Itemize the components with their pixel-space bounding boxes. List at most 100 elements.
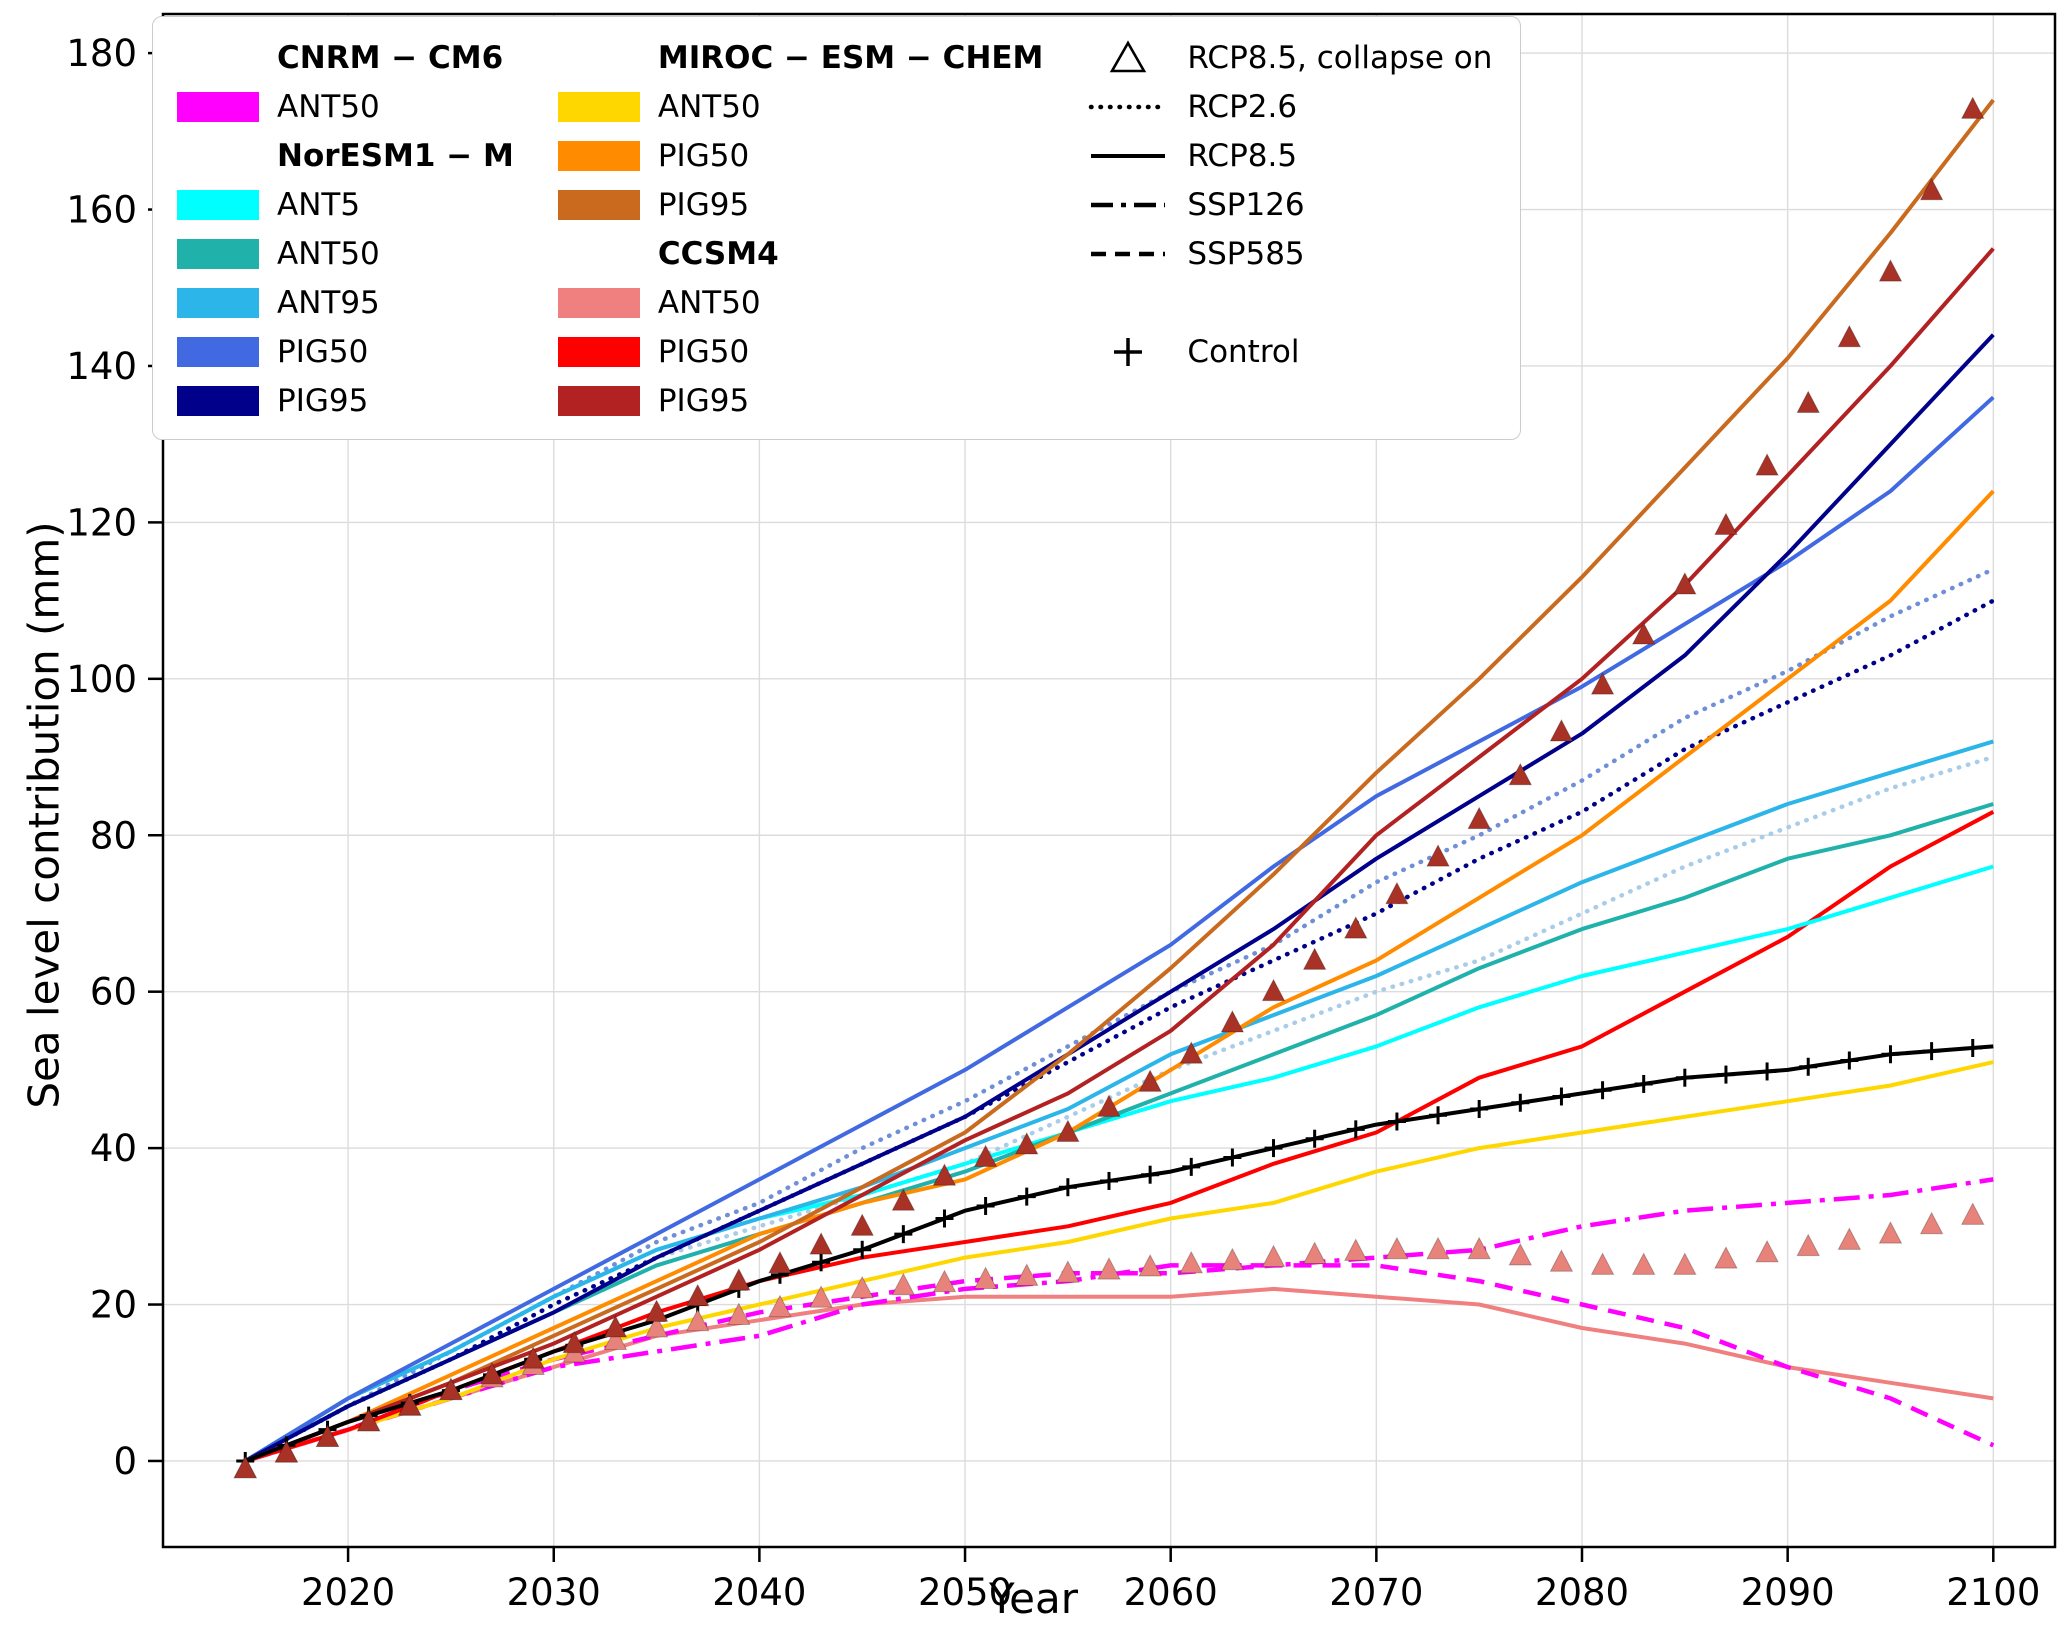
legend-entry-label: ANT50 xyxy=(277,88,380,125)
series-line xyxy=(244,739,1994,1463)
legend-entry-label: SSP585 xyxy=(1187,235,1305,272)
legend-color-swatch xyxy=(557,336,640,367)
triangle-marker xyxy=(1014,1131,1039,1155)
legend-group-header: NorESM1 − M xyxy=(277,137,514,174)
plot-border xyxy=(161,12,2057,1549)
triangle-marker xyxy=(1385,1236,1409,1260)
triangle-marker xyxy=(809,1285,833,1308)
triangle-marker xyxy=(1796,390,1821,414)
triangle-marker xyxy=(1014,1263,1039,1286)
legend-item: PIG95 xyxy=(177,376,514,425)
triangle-marker xyxy=(1919,1211,1944,1235)
legend-group-header: CNRM − CM6 xyxy=(277,39,504,76)
y-tick-label: 20 xyxy=(90,1284,137,1327)
legend-header-spacer xyxy=(177,43,259,73)
legend-entry-label: ANT50 xyxy=(277,235,380,272)
x-tick-label: 2040 xyxy=(712,1571,806,1614)
legend-item: PIG50 xyxy=(177,327,514,376)
triangle-marker xyxy=(1261,1244,1286,1268)
triangle-marker xyxy=(1056,1119,1080,1142)
triangle-marker xyxy=(644,1299,669,1322)
legend-color-swatch xyxy=(557,189,640,220)
triangle-marker xyxy=(1261,978,1286,1002)
triangle-marker xyxy=(1919,177,1944,201)
triangle-marker xyxy=(1960,96,1985,119)
triangle-marker xyxy=(1426,1236,1450,1260)
triangle-marker xyxy=(891,1188,916,1211)
triangle-marker xyxy=(1878,259,1903,282)
triangle-marker xyxy=(1343,1238,1368,1261)
series-line xyxy=(244,333,1995,1463)
legend-group-header: MIROC − ESM − CHEM xyxy=(657,39,1044,76)
x-tick-label: 2070 xyxy=(1329,1571,1423,1614)
triangle-marker xyxy=(1179,1041,1204,1064)
triangle-marker xyxy=(973,1266,998,1290)
legend: CNRM − CM6 ANT50 NorESM1 − M ANT5 ANT50 ANT95… xyxy=(152,16,1522,440)
series-line xyxy=(244,395,1995,1463)
legend-item: ANT50 xyxy=(557,82,1044,131)
legend-color-swatch xyxy=(557,287,640,318)
y-tick-label: 60 xyxy=(90,971,137,1014)
y-tick-label: 120 xyxy=(66,501,137,544)
y-axis-label: Sea level contribution (mm) xyxy=(19,520,69,1109)
triangle-marker xyxy=(274,1440,299,1463)
legend-item: ANT50 xyxy=(177,82,514,131)
triangle-marker xyxy=(809,1232,833,1255)
triangle-marker xyxy=(1837,324,1862,348)
triangle-marker xyxy=(1302,947,1327,970)
legend-item: RCP8.5, collapse on xyxy=(1087,33,1492,82)
triangle-marker xyxy=(1878,1221,1903,1244)
triangle-marker xyxy=(521,1346,546,1369)
y-tick-label: 80 xyxy=(90,814,137,857)
solid-line-icon xyxy=(1087,136,1169,176)
triangle-marker xyxy=(1960,1202,1985,1225)
y-tick-label: 180 xyxy=(66,32,137,75)
triangle-marker xyxy=(439,1377,463,1401)
legend-entry-label: Control xyxy=(1187,333,1300,370)
triangle-marker xyxy=(562,1330,587,1354)
triangle-marker xyxy=(1220,1009,1245,1033)
legend-item: SSP585 xyxy=(1087,229,1492,278)
legend-entry-label: ANT95 xyxy=(277,284,380,321)
triangle-marker xyxy=(1755,1239,1779,1263)
triangle-marker xyxy=(1755,453,1779,476)
legend-item: CNRM − CM6 xyxy=(177,33,514,82)
x-axis-label: Year xyxy=(989,1574,1078,1623)
x-tick-label: 2100 xyxy=(1946,1571,2040,1614)
triangle-marker xyxy=(1796,1233,1821,1257)
legend-item: PIG95 xyxy=(557,180,1044,229)
series-line xyxy=(243,598,1996,1464)
triangle-marker xyxy=(644,1314,669,1338)
legend-entry-label: ANT50 xyxy=(657,284,761,321)
triangle-marker xyxy=(1467,1236,1492,1260)
triangle-marker xyxy=(685,1308,710,1332)
x-tick-label: 2050 xyxy=(918,1571,1012,1614)
triangle-marker xyxy=(1056,1260,1080,1283)
dashdot-line-icon xyxy=(1087,185,1169,225)
legend-entry-label: PIG95 xyxy=(277,382,369,419)
triangle-marker xyxy=(1426,844,1450,867)
triangle-marker xyxy=(1837,1227,1862,1250)
legend-item: ANT5 xyxy=(177,180,514,229)
legend-color-swatch xyxy=(177,238,259,269)
legend-entry-label: RCP2.6 xyxy=(1187,88,1298,125)
legend-header-spacer xyxy=(558,239,640,269)
triangle-marker xyxy=(850,1275,875,1299)
x-tick-label: 2080 xyxy=(1535,1571,1629,1614)
triangle-marker xyxy=(1631,621,1656,645)
legend-item: MIROC − ESM − CHEM xyxy=(558,33,1044,82)
legend-color-swatch xyxy=(557,385,640,416)
legend-item: PIG50 xyxy=(557,131,1044,180)
triangle-marker xyxy=(891,1272,916,1296)
triangle-marker xyxy=(726,1302,751,1325)
legend-entry-label: SSP126 xyxy=(1187,186,1305,223)
triangle-marker-icon xyxy=(1087,38,1169,78)
triangle-marker xyxy=(1508,1242,1533,1266)
triangle-marker xyxy=(1549,718,1574,742)
legend-color-swatch xyxy=(557,91,640,122)
x-tick-label: 2060 xyxy=(1124,1571,1218,1614)
legend-entry-label: PIG50 xyxy=(657,333,750,370)
triangle-marker xyxy=(1672,571,1697,595)
